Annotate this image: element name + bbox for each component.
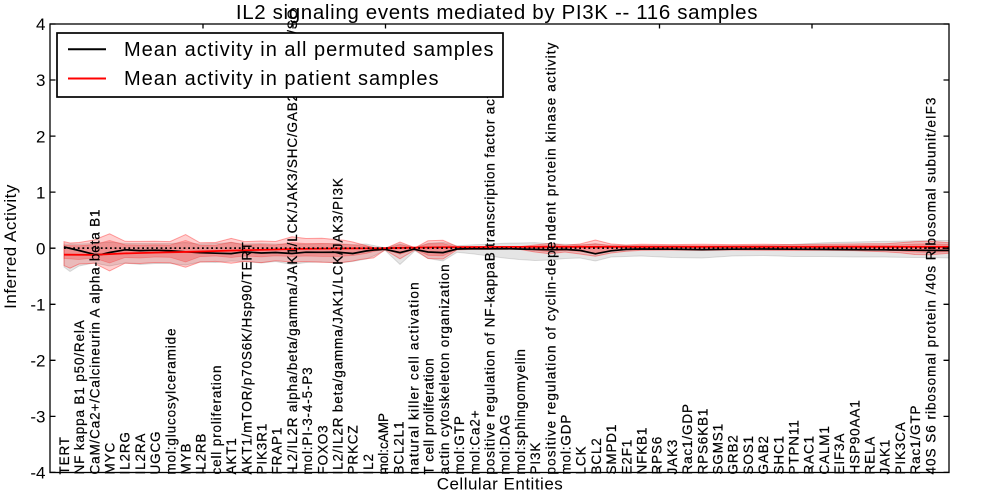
- svg-text:CaM/Ca2+/Calcineurin A alpha-b: CaM/Ca2+/Calcineurin A alpha-beta B1: [87, 209, 102, 475]
- svg-text:HSP90AA1: HSP90AA1: [847, 399, 862, 474]
- svg-text:NF kappa B1 p50/RelA: NF kappa B1 p50/RelA: [72, 319, 87, 474]
- svg-text:mol:cAMP: mol:cAMP: [376, 413, 391, 475]
- svg-text:NFKB1: NFKB1: [635, 427, 650, 475]
- svg-text:BCL2L1: BCL2L1: [391, 421, 406, 475]
- svg-text:FOXO3: FOXO3: [315, 424, 330, 474]
- svg-text:Inferred Activity: Inferred Activity: [1, 184, 20, 309]
- svg-text:Cellular Entities: Cellular Entities: [437, 475, 564, 494]
- svg-text:RAC1: RAC1: [802, 435, 817, 474]
- svg-text:Mean activity in all permuted: Mean activity in all permuted samples: [124, 39, 494, 61]
- svg-text:IL2 signaling events mediated: IL2 signaling events mediated by PI3K --…: [236, 1, 758, 24]
- svg-text:CALM1: CALM1: [817, 425, 832, 474]
- svg-text:Mean activity in patient sampl: Mean activity in patient samples: [124, 68, 439, 90]
- svg-text:JAK1: JAK1: [878, 439, 893, 475]
- svg-text:2: 2: [36, 127, 45, 146]
- svg-text:LCK: LCK: [574, 446, 589, 475]
- svg-text:SHC1: SHC1: [771, 435, 786, 474]
- svg-text:Rac1/GTP: Rac1/GTP: [908, 405, 923, 475]
- svg-text:SOS1: SOS1: [741, 435, 756, 474]
- svg-text:T cell proliferation: T cell proliferation: [422, 358, 437, 475]
- svg-text:MYC: MYC: [103, 442, 118, 475]
- svg-text:AKT1/mTOR/p70S6K/Hsp90/TERT: AKT1/mTOR/p70S6K/Hsp90/TERT: [239, 241, 254, 474]
- svg-text:IL2RG: IL2RG: [118, 431, 133, 474]
- svg-text:actin cytoskeleton organizatio: actin cytoskeleton organization: [437, 264, 452, 475]
- svg-text:IL2RA: IL2RA: [133, 433, 148, 475]
- svg-text:Rac1/GDP: Rac1/GDP: [680, 403, 695, 474]
- svg-text:-2: -2: [30, 352, 45, 371]
- svg-text:E2F1: E2F1: [619, 439, 634, 475]
- svg-text:mol:Ca2+: mol:Ca2+: [467, 410, 482, 475]
- svg-text:UGCG: UGCG: [148, 431, 163, 475]
- svg-text:GAB2: GAB2: [756, 435, 771, 474]
- svg-text:positive regulation of NF-kapp: positive regulation of NF-kappaB transcr…: [483, 66, 498, 474]
- svg-text:mol:sphingomyelin: mol:sphingomyelin: [513, 348, 528, 474]
- svg-text:IL2: IL2: [361, 453, 376, 474]
- svg-text:TERT: TERT: [57, 436, 72, 474]
- svg-text:AKT1: AKT1: [224, 437, 239, 474]
- svg-text:MYB: MYB: [179, 443, 194, 475]
- svg-text:RELA: RELA: [863, 436, 878, 475]
- svg-text:FRAP1: FRAP1: [270, 427, 285, 475]
- svg-text:-3: -3: [30, 408, 45, 427]
- svg-text:IL2/IL2R beta/gamma/JAK1/LCK/J: IL2/IL2R beta/gamma/JAK1/LCK/JAK3/PI3K: [331, 177, 346, 474]
- svg-text:BCL2: BCL2: [589, 437, 604, 474]
- svg-text:PIK3CA: PIK3CA: [893, 421, 908, 474]
- svg-text:JAK3: JAK3: [665, 439, 680, 475]
- svg-text:EIF3A: EIF3A: [832, 433, 847, 475]
- svg-text:IL2/IL2R alpha/beta/gamma/JAK1: IL2/IL2R alpha/beta/gamma/JAK1/LCK/JAK3/…: [285, 8, 300, 475]
- svg-text:RPS6KB1: RPS6KB1: [695, 408, 710, 475]
- svg-text:mol:glucosylceramide: mol:glucosylceramide: [163, 328, 178, 475]
- svg-text:PIK3R1: PIK3R1: [255, 423, 270, 475]
- svg-text:mol:DAG: mol:DAG: [498, 414, 513, 475]
- svg-text:SMPD1: SMPD1: [604, 424, 619, 475]
- svg-text:natural killer cell activation: natural killer cell activation: [407, 281, 422, 474]
- svg-text:mol:PI-3-4-5-P3: mol:PI-3-4-5-P3: [300, 366, 315, 474]
- svg-text:mol:GTP: mol:GTP: [452, 415, 467, 474]
- svg-text:40S S6 ribosomal protein /40s: 40S S6 ribosomal protein /40s Ribosomal …: [923, 97, 938, 475]
- svg-text:SGMS1: SGMS1: [711, 423, 726, 475]
- svg-text:-1: -1: [30, 296, 45, 315]
- svg-text:1: 1: [36, 183, 45, 202]
- svg-text:RPS6: RPS6: [650, 436, 665, 475]
- svg-text:GRB2: GRB2: [726, 434, 741, 474]
- svg-text:positive regulation of cyclin-: positive regulation of cyclin-dependent …: [543, 41, 558, 474]
- svg-text:PRKCZ: PRKCZ: [346, 424, 361, 474]
- svg-text:0: 0: [36, 239, 45, 258]
- svg-text:4: 4: [36, 15, 45, 34]
- svg-text:cell proliferation: cell proliferation: [209, 365, 224, 475]
- svg-text:-4: -4: [30, 464, 45, 483]
- svg-text:IL2RB: IL2RB: [194, 433, 209, 475]
- svg-text:PI3K: PI3K: [528, 442, 543, 475]
- svg-text:3: 3: [36, 71, 45, 90]
- svg-text:PTPN11: PTPN11: [787, 419, 802, 474]
- svg-text:mol:GDP: mol:GDP: [559, 414, 574, 475]
